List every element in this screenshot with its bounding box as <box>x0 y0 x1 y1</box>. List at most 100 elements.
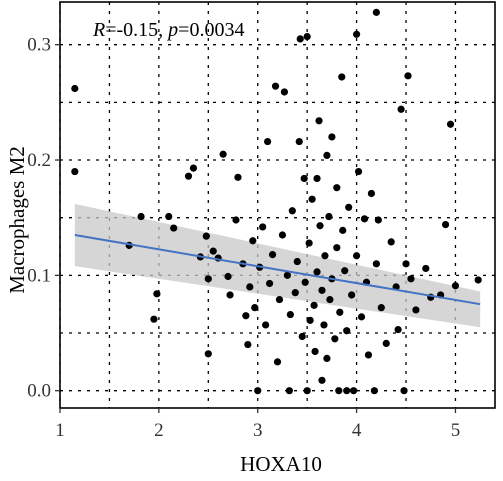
data-point <box>204 275 212 283</box>
data-point <box>412 306 420 314</box>
grid-layer <box>59 2 495 408</box>
data-point <box>343 327 351 335</box>
data-point <box>226 291 234 299</box>
data-point <box>451 282 460 290</box>
data-point <box>367 189 376 198</box>
data-point <box>397 105 405 113</box>
data-point <box>364 351 373 359</box>
data-point <box>360 215 369 223</box>
data-point <box>350 387 358 395</box>
data-point <box>244 340 252 349</box>
correlation-annotation: R=-0.15, p=0.0034 <box>92 19 244 41</box>
data-point <box>189 164 198 172</box>
data-point <box>335 387 343 395</box>
data-point <box>301 278 309 286</box>
data-point <box>333 244 341 252</box>
r-label: R <box>92 19 105 41</box>
data-point <box>280 88 289 96</box>
data-point <box>251 304 259 312</box>
data-point <box>224 272 232 281</box>
data-point <box>372 8 380 16</box>
y-tick-label: 0.2 <box>27 150 51 171</box>
data-point <box>325 212 333 221</box>
data-point <box>202 232 210 240</box>
data-point <box>348 291 356 299</box>
data-point <box>313 268 321 276</box>
data-point <box>339 226 347 234</box>
data-point <box>259 223 267 231</box>
data-point <box>293 257 301 266</box>
data-point <box>320 321 328 329</box>
data-point <box>150 315 158 323</box>
data-point <box>315 117 323 125</box>
data-point <box>387 238 395 246</box>
y-tick-label: 0.0 <box>27 381 51 402</box>
data-point <box>338 73 346 81</box>
data-point <box>273 358 282 366</box>
data-point <box>400 387 408 395</box>
data-point <box>184 172 193 180</box>
data-point <box>318 286 326 294</box>
data-point <box>249 237 257 245</box>
tick-layer: 1 2 3 4 5 0.0 0.1 0.2 0.3 <box>27 35 460 441</box>
data-point <box>382 339 390 348</box>
data-point <box>242 312 250 320</box>
data-point <box>306 316 314 324</box>
data-point <box>374 216 382 224</box>
plot-frame <box>59 1 496 409</box>
data-point <box>333 184 341 192</box>
data-point <box>219 150 227 158</box>
data-point <box>323 354 331 363</box>
data-point <box>254 387 262 395</box>
data-point <box>165 212 173 221</box>
data-point <box>232 216 240 224</box>
data-point <box>204 350 212 358</box>
data-point <box>321 252 329 260</box>
regression-line <box>74 234 481 306</box>
data-point <box>291 289 299 297</box>
y-tick-label: 0.3 <box>27 35 51 56</box>
x-tick-label: 1 <box>55 420 65 441</box>
data-point <box>402 260 410 268</box>
data-point <box>407 275 415 283</box>
data-point <box>345 203 353 211</box>
data-point <box>311 347 319 356</box>
data-point <box>323 151 331 160</box>
data-point <box>296 35 304 43</box>
data-point <box>394 325 402 334</box>
data-point <box>71 167 79 176</box>
data-point <box>331 335 339 343</box>
data-point <box>377 304 385 312</box>
data-point <box>341 267 349 275</box>
data-point <box>153 290 161 298</box>
data-point <box>300 174 308 183</box>
data-point <box>265 279 274 288</box>
data-point <box>352 252 361 260</box>
data-point <box>278 231 287 239</box>
data-point <box>271 82 280 90</box>
data-point <box>352 30 361 38</box>
x-tick-label: 2 <box>154 420 164 441</box>
data-point <box>326 295 334 304</box>
data-point <box>285 387 293 395</box>
data-point <box>275 295 284 304</box>
data-point <box>422 264 430 273</box>
p-value: =0.0034 <box>178 19 244 41</box>
data-point <box>170 224 178 232</box>
data-point <box>370 387 378 395</box>
data-point <box>316 222 324 230</box>
data-point <box>354 167 363 176</box>
data-point <box>71 84 79 93</box>
data-point <box>441 221 450 229</box>
data-point <box>246 283 254 291</box>
x-axis-title: HOXA10 <box>240 452 322 476</box>
data-point <box>343 387 351 395</box>
x-tick-label: 4 <box>352 420 362 441</box>
data-point <box>268 250 277 259</box>
data-point <box>372 260 380 268</box>
data-point <box>234 173 242 181</box>
data-point <box>318 376 326 384</box>
point-layer <box>71 8 482 395</box>
y-tick-label: 0.1 <box>27 265 51 286</box>
